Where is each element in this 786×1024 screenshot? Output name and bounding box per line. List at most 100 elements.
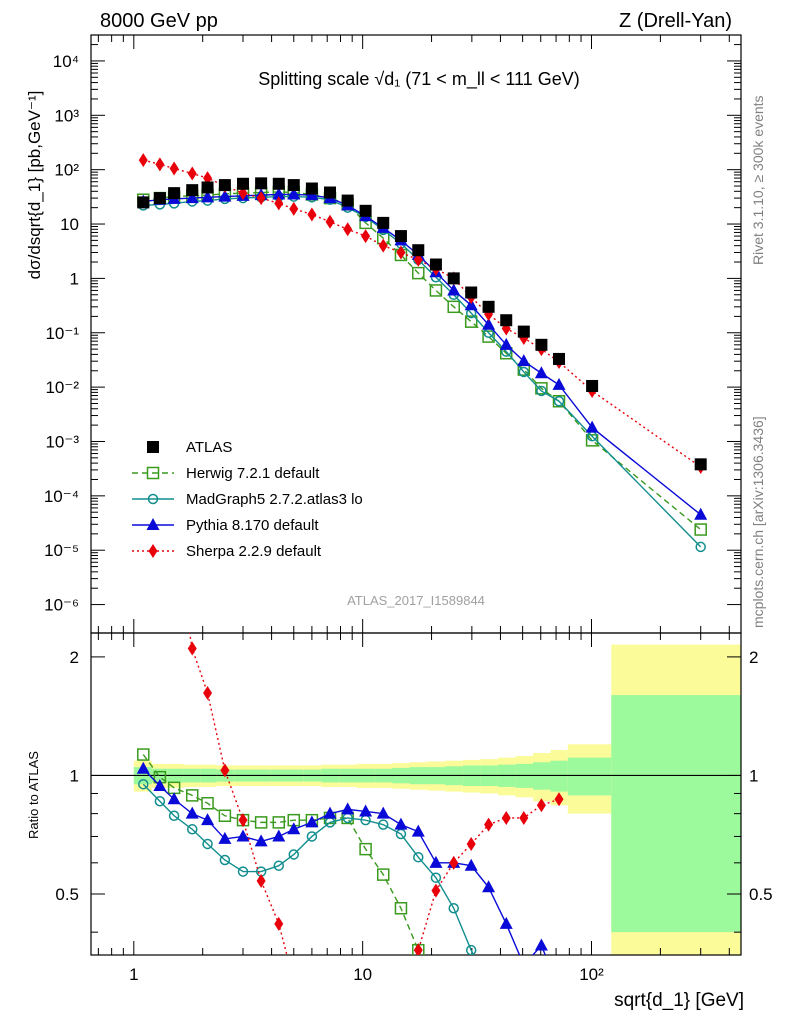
legend-label: ATLAS [186,439,232,456]
ratio-data-point [413,851,424,863]
ratio-data-point [202,838,213,850]
ratio-data-point [219,854,231,866]
legend-item-atlas: ATLAS [147,439,232,456]
ratio-data-point [254,834,268,847]
data-point [201,190,215,203]
data-point [169,161,179,176]
ratio-data-point [136,761,150,774]
main-panel-axes: 10⁻⁶ 10⁻⁵ 10⁻⁴ 10⁻³ 10⁻² 10⁻¹ 1 10 10² 10³ 10⁴ [44,34,742,955]
data-point [394,230,407,243]
legend-marker [146,518,160,530]
data-point [289,201,299,216]
series-herwig [137,185,707,536]
ratio-data-point [394,902,408,915]
data-point [412,244,425,257]
x-tick-label: 10² [579,965,604,984]
data-point [500,314,513,327]
ratio-y-tick-label: 0.5 [55,885,79,904]
data-point [694,458,707,471]
main-panel-series [136,153,708,553]
y-tick-label: 10³ [54,106,79,125]
series-atlas [137,177,707,471]
x-tick-label: 1 [129,965,138,984]
legend-label: Pythia 8.170 default [186,517,319,534]
y-tick-label: 10⁻⁵ [44,541,79,560]
ratio-data-point [482,880,496,893]
ratio-y-tick-label: 2 [70,648,79,667]
y-tick-label: 10⁻⁶ [44,596,79,615]
ratio-data-point [534,938,548,951]
data-point [447,272,460,285]
chart-title: Splitting scale √d₁ (71 < m_ll < 111 GeV… [258,69,579,90]
data-point [237,177,250,190]
series-line [143,159,702,468]
ratio-data-point [376,868,390,881]
data-point [429,284,443,297]
header-left-label: 8000 GeV pp [100,10,218,32]
data-point [535,382,548,395]
data-point [325,214,335,229]
ratio-data-point [499,916,513,929]
ratio-data-point [272,829,286,842]
data-point [155,157,165,172]
ratio-data-point [464,858,478,871]
legend-label: Herwig 7.2.1 default [186,465,320,482]
ratio-data-point [154,795,166,807]
data-point [694,507,708,520]
ratio-data-point [449,855,459,870]
legend-marker [147,493,159,505]
data-point [378,238,388,253]
legend-label: Sherpa 2.2.9 default [186,543,322,560]
ratio-series-line [142,783,475,955]
ratio-data-point [218,831,232,844]
ratio-y-tick-label-right: 2 [749,648,758,667]
ratio-data-point [359,804,373,817]
ratio-y-axis-label: Ratio to ATLAS [26,751,41,839]
ratio-data-point [254,816,268,829]
data-point [343,222,353,237]
data-point [482,300,495,313]
data-point [535,338,548,351]
ratio-data-point [186,824,198,835]
ratio-data-point [201,813,215,826]
ratio-data-point [238,813,248,828]
ratio-series-sherpa [187,633,564,955]
data-point [138,153,148,168]
y-tick-label: 10 [60,215,79,234]
ratio-data-point [323,806,337,819]
data-point [482,330,495,343]
ratio-series-madgraph5 [138,778,477,955]
data-point [465,286,478,299]
data-point [585,420,599,433]
y-tick-label: 10⁻² [45,378,79,397]
ratio-series-pythia [136,761,548,955]
ratio-data-point [413,943,423,955]
data-point [482,317,496,330]
data-point [153,192,166,205]
ratio-series-line [415,798,560,955]
side-label-mcplots: mcplots.cern.ch [arXiv:1306.3436] [750,416,766,628]
ratio-data-point [377,819,389,830]
data-point [534,366,548,379]
data-point [552,377,566,390]
data-point [377,216,390,229]
ratio-data-point [288,849,300,860]
y-tick-label: 10⁻⁴ [44,487,79,506]
data-point [518,366,530,378]
ratio-data-point [448,903,459,914]
legend: ATLAS Herwig 7.2.1 default MadGraph5 2.7.2… [132,439,363,560]
data-point [585,434,599,447]
ratio-data-point [466,836,476,851]
data-point [361,229,371,244]
legend-item-sherpa: Sherpa 2.2.9 default [132,543,322,560]
data-point [553,352,566,365]
ratio-data-point [341,802,355,815]
data-point [517,325,530,338]
data-point [413,252,423,267]
ratio-data-point [501,810,511,825]
y-axis-label: dσ/dsqrt{d_1} [pb,GeV⁻¹] [25,91,44,280]
data-point [218,189,232,202]
data-point [272,177,285,190]
ratio-data-point [430,872,442,883]
